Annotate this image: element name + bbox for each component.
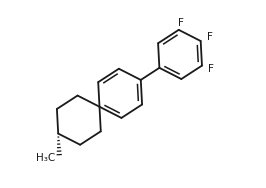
Text: F: F xyxy=(178,18,184,28)
Text: F: F xyxy=(208,64,214,74)
Text: H₃C: H₃C xyxy=(36,153,56,163)
Text: F: F xyxy=(207,32,213,42)
